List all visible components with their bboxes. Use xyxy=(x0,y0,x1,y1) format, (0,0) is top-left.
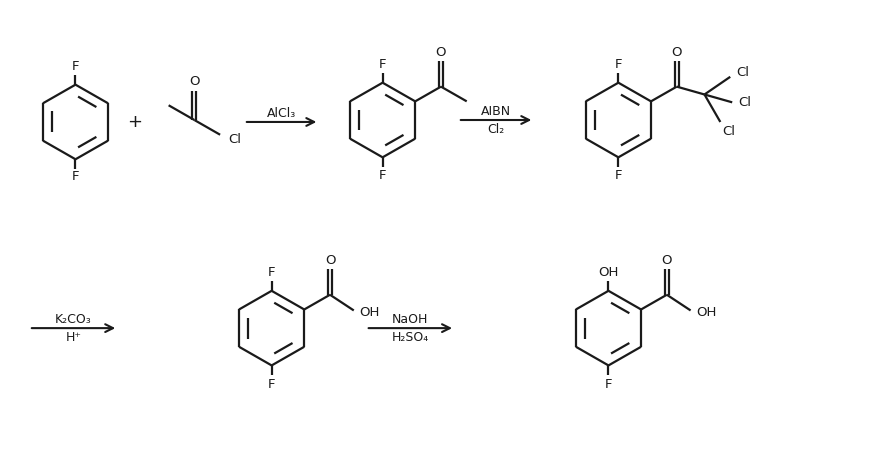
Text: AIBN: AIBN xyxy=(481,105,511,118)
Text: AlCl₃: AlCl₃ xyxy=(267,106,296,120)
Text: F: F xyxy=(268,266,275,278)
Text: NaOH: NaOH xyxy=(392,313,429,326)
Text: O: O xyxy=(436,46,446,59)
Text: Cl: Cl xyxy=(739,96,751,109)
Text: F: F xyxy=(614,169,622,182)
Text: F: F xyxy=(71,171,79,183)
Text: F: F xyxy=(379,169,387,182)
Text: Cl: Cl xyxy=(722,125,735,138)
Text: OH: OH xyxy=(697,306,717,319)
Text: F: F xyxy=(605,378,613,390)
Text: +: + xyxy=(128,113,143,131)
Text: K₂CO₃: K₂CO₃ xyxy=(55,313,92,326)
Text: O: O xyxy=(189,75,200,88)
Text: H⁺: H⁺ xyxy=(65,331,81,344)
Text: Cl: Cl xyxy=(736,66,749,79)
Text: Cl: Cl xyxy=(228,133,241,146)
Text: O: O xyxy=(325,254,335,267)
Text: F: F xyxy=(614,57,622,71)
Text: F: F xyxy=(268,378,275,390)
Text: OH: OH xyxy=(360,306,380,319)
Text: H₂SO₄: H₂SO₄ xyxy=(392,331,429,344)
Text: F: F xyxy=(379,57,387,71)
Text: O: O xyxy=(662,254,672,267)
Text: Cl₂: Cl₂ xyxy=(488,123,505,136)
Text: O: O xyxy=(672,46,682,59)
Text: F: F xyxy=(71,61,79,74)
Text: OH: OH xyxy=(598,266,619,278)
